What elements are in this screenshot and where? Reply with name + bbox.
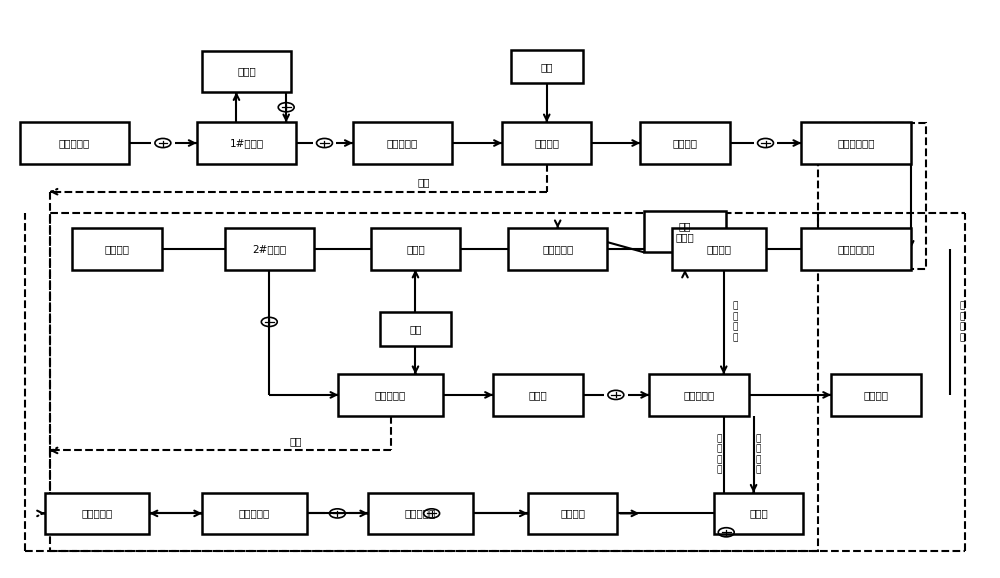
Text: 反
洗
排
水: 反 洗 排 水 xyxy=(960,302,965,342)
Text: 排泥: 排泥 xyxy=(290,436,302,446)
Text: 事故池: 事故池 xyxy=(237,66,256,76)
Text: 干泥外运: 干泥外运 xyxy=(560,509,585,518)
Text: 陶粒过滤罐: 陶粒过滤罐 xyxy=(683,390,715,400)
Bar xyxy=(202,493,307,534)
Text: 集水池: 集水池 xyxy=(749,509,768,518)
Text: 反
洗
进
水: 反 洗 进 水 xyxy=(733,302,738,342)
Text: 预氧化塔: 预氧化塔 xyxy=(706,244,731,254)
Text: 中间水池: 中间水池 xyxy=(672,138,697,148)
Bar xyxy=(801,228,911,269)
Bar xyxy=(353,123,452,164)
Text: 出水回用: 出水回用 xyxy=(863,390,888,400)
Bar xyxy=(818,123,926,269)
Bar xyxy=(831,375,921,416)
Text: 风机: 风机 xyxy=(409,324,422,334)
Text: 污泥脱水间: 污泥脱水间 xyxy=(405,509,436,518)
Bar xyxy=(714,493,803,534)
Bar xyxy=(338,375,443,416)
Text: 多介质过滤器: 多介质过滤器 xyxy=(837,138,875,148)
Text: 自清洗过滤器: 自清洗过滤器 xyxy=(837,244,875,254)
Bar xyxy=(528,493,617,534)
Bar xyxy=(502,123,591,164)
Text: 风机: 风机 xyxy=(540,62,553,72)
Bar xyxy=(45,493,149,534)
Bar xyxy=(225,228,314,269)
Text: 清净废水: 清净废水 xyxy=(105,244,130,254)
Text: 反
洗
出
水: 反 洗 出 水 xyxy=(756,434,761,475)
Bar xyxy=(640,123,730,164)
Bar xyxy=(72,228,162,269)
Bar xyxy=(202,51,291,92)
Bar xyxy=(644,211,726,253)
Text: 2#调节池: 2#调节池 xyxy=(252,244,286,254)
Bar xyxy=(511,50,583,83)
Bar xyxy=(508,228,607,269)
Bar xyxy=(801,123,911,164)
Text: 好氧生化: 好氧生化 xyxy=(534,138,559,148)
Text: 丙烯腈来水: 丙烯腈来水 xyxy=(59,138,90,148)
Bar xyxy=(371,228,460,269)
Text: 反
洗
进
水: 反 洗 进 水 xyxy=(716,434,721,475)
Bar xyxy=(20,123,129,164)
Text: 污泥均质池: 污泥均质池 xyxy=(239,509,270,518)
Text: 监测池: 监测池 xyxy=(528,390,547,400)
Text: 1#调节池: 1#调节池 xyxy=(229,138,263,148)
Text: 污泥浓缩池: 污泥浓缩池 xyxy=(82,509,113,518)
Bar xyxy=(368,493,473,534)
Text: 臭氧
发生器: 臭氧 发生器 xyxy=(676,221,694,243)
Bar xyxy=(672,228,766,269)
Text: 稳定池: 稳定池 xyxy=(406,244,425,254)
Bar xyxy=(493,375,583,416)
Bar xyxy=(380,313,451,346)
Bar xyxy=(50,213,818,551)
Bar xyxy=(649,375,749,416)
Text: 水解酸化池: 水解酸化池 xyxy=(387,138,418,148)
Bar xyxy=(197,123,296,164)
Text: 排泥: 排泥 xyxy=(418,177,430,187)
Text: 生化脱氮池: 生化脱氮池 xyxy=(375,390,406,400)
Text: 催化氧化塔: 催化氧化塔 xyxy=(542,244,573,254)
